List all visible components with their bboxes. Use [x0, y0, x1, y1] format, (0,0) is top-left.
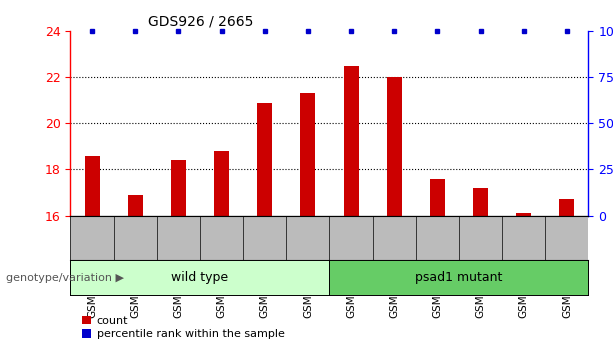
- Bar: [257, 102, 272, 216]
- Text: GDS926 / 2665: GDS926 / 2665: [148, 14, 254, 29]
- Text: genotype/variation ▶: genotype/variation ▶: [6, 273, 124, 283]
- Bar: [387, 77, 402, 216]
- Bar: [300, 93, 316, 216]
- Bar: [171, 160, 186, 216]
- Bar: [559, 199, 574, 216]
- Text: psad1 mutant: psad1 mutant: [415, 271, 503, 284]
- Bar: [430, 179, 445, 216]
- Bar: [214, 151, 229, 216]
- Bar: [85, 156, 100, 216]
- Legend: count, percentile rank within the sample: count, percentile rank within the sample: [82, 316, 284, 339]
- Bar: [473, 188, 488, 216]
- Bar: [128, 195, 143, 216]
- Text: wild type: wild type: [172, 271, 229, 284]
- Bar: [516, 213, 531, 216]
- Bar: [343, 66, 359, 216]
